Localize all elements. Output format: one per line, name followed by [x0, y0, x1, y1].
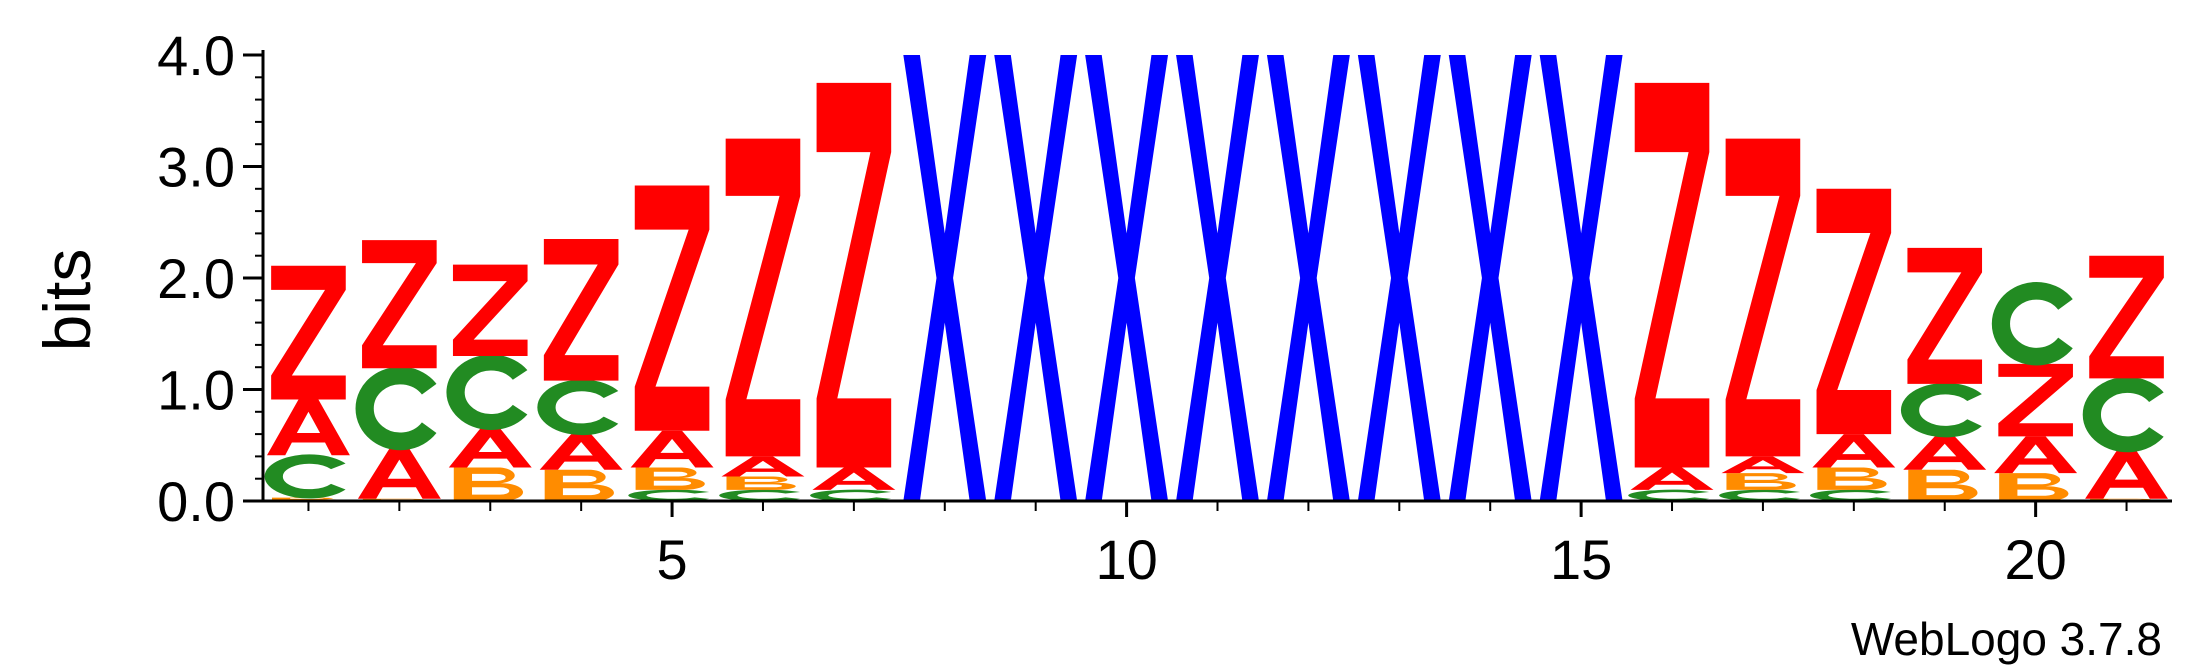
logo-letter-b	[1908, 469, 1978, 501]
axes: 0.0 1.0 2.0 3.0 4.0 5 10 15 20	[157, 24, 2172, 591]
y-tick-label: 0.0	[157, 470, 235, 533]
logo-letter-a	[539, 434, 623, 470]
logo-letter-z	[725, 138, 801, 457]
logo-letter-a	[357, 448, 441, 499]
logo-letter-b	[453, 467, 524, 501]
logo-letter-a	[721, 456, 805, 477]
x-tick-label: 20	[2004, 528, 2066, 591]
logo-letter-a	[1630, 467, 1714, 490]
x-tick-label: 15	[1550, 528, 1612, 591]
logo-letter-z	[362, 240, 437, 369]
logo-letter-b	[1999, 473, 2069, 501]
logo-letter-c	[1810, 489, 1891, 502]
logo-letter-b	[544, 469, 614, 501]
logo-letter-c	[628, 489, 710, 502]
logo-letter-x	[1266, 55, 1350, 501]
y-tick-label: 3.0	[157, 136, 235, 199]
logo-letter-a	[2085, 450, 2168, 499]
logo-letter-c	[537, 379, 619, 436]
y-tick-label: 2.0	[157, 247, 235, 310]
logo-letter-x	[1357, 55, 1441, 501]
logo-letter-x	[903, 55, 987, 501]
logo-letter-z	[1634, 82, 1710, 468]
logo-letter-c	[1628, 489, 1710, 502]
logo-letter-a	[1903, 436, 1987, 470]
logo-letter-z	[543, 238, 619, 381]
logo-letter-a	[630, 430, 714, 468]
logo-letter-x	[994, 55, 1078, 501]
logo-letter-z	[1998, 363, 2073, 437]
logo-letter-a	[1812, 434, 1896, 468]
logo-letter-z	[634, 185, 710, 431]
logo-letter-z	[271, 265, 346, 400]
logo-letter-c	[355, 366, 437, 451]
logo-letter-z	[1816, 188, 1892, 435]
x-tick-label: 10	[1095, 528, 1157, 591]
logo-letter-c	[1991, 281, 2073, 366]
logo-letter-z	[2089, 255, 2164, 379]
logo-letter-a	[448, 428, 532, 468]
logo-letter-z	[1725, 138, 1801, 457]
logo-letter-b	[635, 467, 705, 490]
logo-letter-c	[1901, 382, 1982, 438]
logo-letter-c	[810, 489, 891, 502]
logo-letter-c	[1719, 489, 1801, 502]
logo-letter-a	[812, 467, 896, 490]
y-axis-title: bits	[30, 249, 104, 352]
logo-letter-c	[446, 354, 528, 430]
weblogo-credit: WebLogo 3.7.8	[1851, 613, 2162, 665]
logo-letter-x	[1448, 55, 1532, 501]
y-tick-label: 1.0	[157, 359, 235, 422]
logo-letter-z	[816, 82, 892, 468]
logo-letter-z	[1907, 247, 1983, 384]
logo-letter-a	[1994, 436, 2078, 474]
logo-letter-a	[1721, 456, 1805, 474]
logo-letter-z	[452, 264, 528, 357]
x-tick-label: 5	[656, 528, 687, 591]
logo-letter-x	[1539, 55, 1623, 501]
logo-letter-x	[1085, 55, 1169, 501]
logo-letter-b	[1817, 467, 1887, 490]
letter-stacks	[264, 55, 2168, 502]
logo-letter-x	[1176, 55, 1259, 501]
y-tick-label: 4.0	[157, 24, 235, 87]
logo-letter-c	[2082, 376, 2164, 453]
logo-letter-b	[726, 476, 796, 490]
logo-letter-c	[264, 454, 346, 499]
logo-letter-a	[267, 399, 350, 456]
logo-letter-b	[1726, 473, 1796, 490]
logo-letter-c	[719, 489, 801, 502]
